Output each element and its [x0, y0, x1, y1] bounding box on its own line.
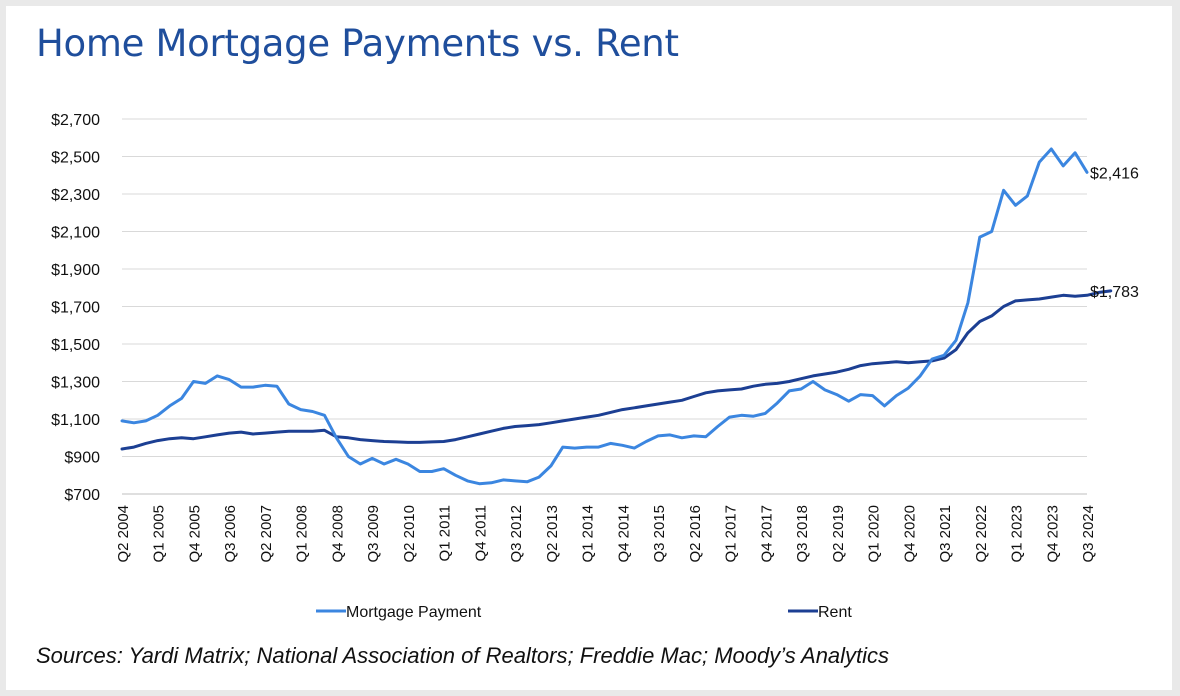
x-tick-label: Q1 2017	[723, 505, 740, 563]
series-end-labels: $2,416 $1,783	[1090, 165, 1139, 301]
y-tick-label: $2,100	[51, 225, 100, 242]
x-tick-label: Q3 2006	[222, 505, 239, 563]
x-tick-label: Q2 2004	[115, 505, 132, 563]
x-tick-label: Q1 2011	[437, 505, 454, 561]
x-tick-label: Q2 2013	[544, 505, 561, 563]
y-tick-label: $1,100	[51, 412, 100, 429]
x-tick-label: Q3 2009	[365, 505, 382, 563]
x-tick-label: Q2 2007	[258, 505, 275, 563]
x-tick-label: Q4 2005	[186, 505, 203, 563]
y-tick-label: $2,500	[51, 150, 100, 167]
x-tick-label: Q4 2008	[329, 505, 346, 563]
y-axis-tick-labels: $700 $900 $1,100 $1,300 $1,500 $1,700 $1,900 $2…	[51, 112, 100, 504]
y-tick-label: $1,700	[51, 300, 100, 317]
series-lines	[120, 147, 1113, 486]
legend: Mortgage Payment Rent	[316, 604, 852, 621]
chart-card	[6, 6, 1172, 690]
x-tick-label: Q3 2024	[1080, 505, 1097, 563]
x-tick-label: Q1 2023	[1009, 505, 1026, 563]
mortgage-end-label: $2,416	[1090, 165, 1139, 182]
x-tick-label: Q3 2021	[937, 505, 954, 563]
x-tick-label: Q4 2011	[472, 505, 489, 561]
x-tick-label: Q2 2019	[830, 505, 847, 563]
gridlines	[122, 118, 1087, 495]
legend-label: Mortgage Payment	[346, 604, 482, 621]
y-tick-label: $1,900	[51, 262, 100, 279]
y-tick-label: $2,300	[51, 187, 100, 204]
x-tick-label: Q3 2015	[651, 505, 668, 563]
y-tick-label: $700	[64, 487, 100, 504]
x-tick-label: Q2 2022	[973, 505, 990, 563]
rent-end-label: $1,783	[1090, 284, 1139, 301]
x-tick-label: Q4 2017	[758, 505, 775, 563]
x-tick-label: Q4 2023	[1044, 505, 1061, 563]
y-tick-label: $2,700	[51, 112, 100, 129]
x-tick-label: Q3 2012	[508, 505, 525, 563]
rent-line	[120, 289, 1113, 451]
x-axis-tick-labels: Q2 2004 Q1 2005 Q4 2005 Q3 2006 Q2 2007 Q1 20…	[115, 505, 1097, 563]
source-note: Sources: Yardi Matrix; National Associat…	[36, 643, 890, 668]
page-title: Home Mortgage Payments vs. Rent	[36, 22, 679, 65]
mortgage-payment-line	[120, 147, 1089, 486]
y-tick-label: $1,300	[51, 375, 100, 392]
x-tick-label: Q3 2018	[794, 505, 811, 563]
x-tick-label: Q1 2005	[151, 505, 168, 563]
x-tick-label: Q1 2008	[294, 505, 311, 563]
y-tick-label: $900	[64, 450, 100, 467]
x-tick-label: Q1 2014	[580, 505, 597, 563]
x-tick-label: Q4 2020	[901, 505, 918, 563]
x-tick-label: Q2 2016	[687, 505, 704, 563]
legend-label: Rent	[818, 604, 852, 621]
x-tick-label: Q4 2014	[615, 505, 632, 563]
x-tick-label: Q1 2020	[866, 505, 883, 563]
x-tick-label: Q2 2010	[401, 505, 418, 563]
y-tick-label: $1,500	[51, 337, 100, 354]
